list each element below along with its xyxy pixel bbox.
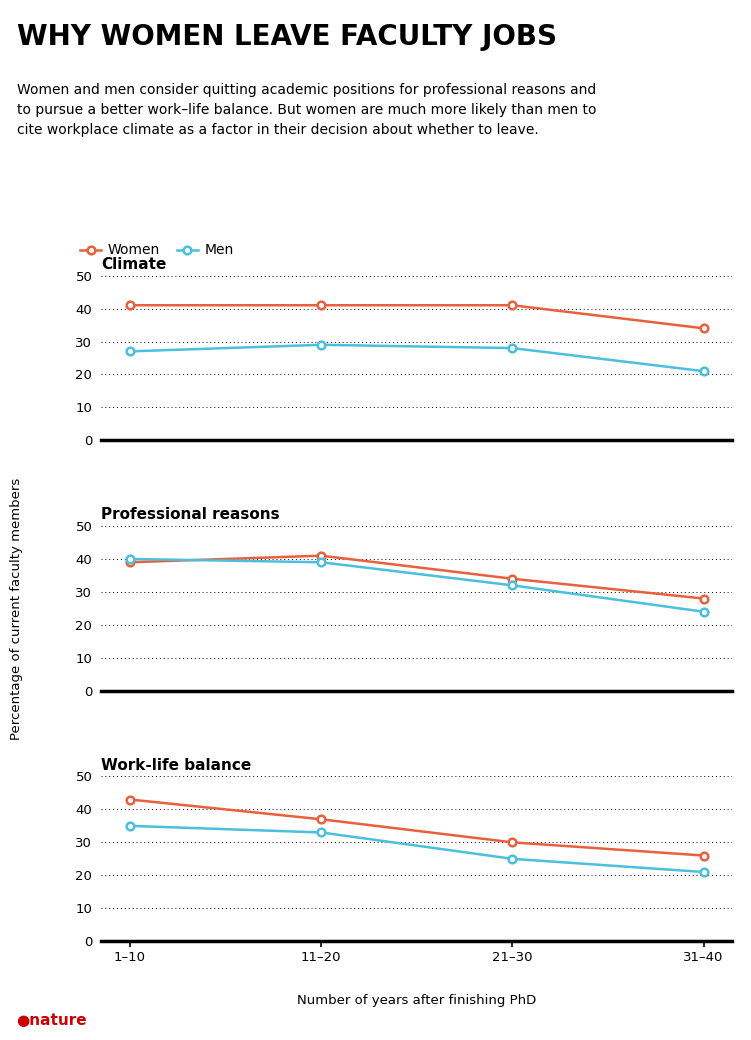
Legend: Women, Men: Women, Men [74,238,240,263]
Text: Number of years after finishing PhD: Number of years after finishing PhD [297,994,536,1007]
Text: Women and men consider quitting academic positions for professional reasons and
: Women and men consider quitting academic… [17,83,596,137]
Text: Work-life balance: Work-life balance [101,757,252,773]
Text: Professional reasons: Professional reasons [101,508,280,522]
Text: WHY WOMEN LEAVE FACULTY JOBS: WHY WOMEN LEAVE FACULTY JOBS [17,23,556,51]
Text: Climate: Climate [101,257,167,271]
Text: Percentage of current faculty members: Percentage of current faculty members [10,477,23,739]
Text: ●nature: ●nature [17,1013,87,1028]
